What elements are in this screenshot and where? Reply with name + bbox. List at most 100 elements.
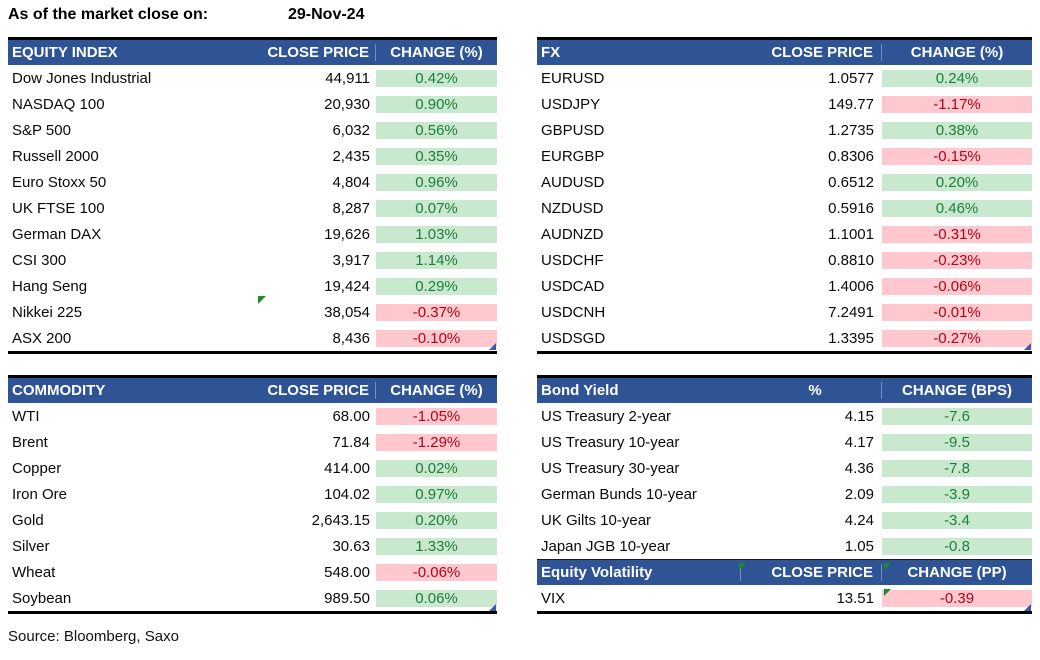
change-value: -0.10%: [376, 329, 497, 347]
instrument-name: S&P 500: [12, 121, 71, 139]
yield-value: 4.17: [844, 433, 874, 451]
table-row: Russell 2000 2,435 0.35%: [8, 143, 497, 169]
change-value: 0.35%: [376, 147, 497, 165]
instrument-name: NZDUSD: [541, 199, 604, 217]
change-value: 1.33%: [376, 537, 497, 555]
corner-handle-icon: [1024, 343, 1031, 350]
instrument-name: CSI 300: [12, 251, 67, 269]
change-value: -1.29%: [376, 433, 497, 451]
close-price-column-header: CLOSE PRICE: [740, 564, 881, 581]
change-value: -0.27%: [882, 329, 1032, 347]
change-value: 0.97%: [376, 485, 497, 503]
commodity-rows: WTI 68.00 -1.05% Brent 71.84 -1.29% Copp…: [8, 403, 497, 611]
instrument-name: US Treasury 2-year: [541, 407, 672, 425]
instrument-name: Nikkei 225: [12, 303, 83, 321]
table-row: Silver 30.63 1.33%: [8, 533, 497, 559]
table-row: Brent 71.84 -1.29%: [8, 429, 497, 455]
change-value: -3.9: [882, 485, 1032, 503]
bond-yield-title: Bond Yield: [541, 382, 619, 399]
instrument-name: Silver: [12, 537, 50, 555]
change-pct-column-header: CHANGE (%): [375, 44, 497, 61]
close-price-value: 38,054: [324, 303, 370, 321]
close-price-value: 2,643.15: [311, 511, 370, 529]
change-value: 1.14%: [376, 251, 497, 269]
close-price-value: 548.00: [324, 563, 370, 581]
change-value: -0.15%: [882, 147, 1032, 165]
close-price-value: 30.63: [332, 537, 370, 555]
close-price-value: 0.5916: [828, 199, 874, 217]
yield-value: 4.36: [844, 459, 874, 477]
table-row: Wheat 548.00 -0.06%: [8, 559, 497, 585]
close-price-value: 0.8306: [828, 147, 874, 165]
change-value: 0.46%: [882, 199, 1032, 217]
change-value: -0.31%: [882, 225, 1032, 243]
table-row: EURUSD 1.0577 0.24%: [537, 65, 1032, 91]
table-row: Euro Stoxx 50 4,804 0.96%: [8, 169, 497, 195]
table-row: US Treasury 30-year 4.36 -7.8: [537, 455, 1032, 481]
instrument-name: AUDUSD: [541, 173, 605, 191]
fx-header: FX CLOSE PRICE CHANGE (%): [537, 40, 1032, 65]
instrument-name: EURUSD: [541, 69, 605, 87]
close-price-column-header: CLOSE PRICE: [267, 44, 369, 61]
table-row: USDCNH 7.2491 -0.01%: [537, 299, 1032, 325]
change-value: 0.56%: [376, 121, 497, 139]
close-price-value: 6,032: [332, 121, 370, 139]
fx-title: FX: [541, 44, 561, 61]
yield-value: 1.05: [844, 537, 874, 555]
fx-rows: EURUSD 1.0577 0.24% USDJPY 149.77 -1.17%…: [537, 65, 1032, 351]
instrument-name: USDCHF: [541, 251, 604, 269]
close-price-value: 19,424: [324, 277, 370, 295]
change-value: -0.23%: [882, 251, 1032, 269]
instrument-name: EURGBP: [541, 147, 605, 165]
table-row: NZDUSD 0.5916 0.46%: [537, 195, 1032, 221]
instrument-name: ASX 200: [12, 329, 72, 347]
instrument-name: WTI: [12, 407, 40, 425]
change-value: -0.37%: [376, 303, 497, 321]
corner-handle-icon: [489, 343, 496, 350]
change-value: 1.03%: [376, 225, 497, 243]
table-row: Copper 414.00 0.02%: [8, 455, 497, 481]
change-value: -7.6: [882, 407, 1032, 425]
instrument-name: Wheat: [12, 563, 56, 581]
table-row: WTI 68.00 -1.05%: [8, 403, 497, 429]
change-value: -9.5: [882, 433, 1032, 451]
close-price-value: 1.1001: [828, 225, 874, 243]
table-row: German Bunds 10-year 2.09 -3.9: [537, 481, 1032, 507]
close-price-value: 8,287: [332, 199, 370, 217]
equity-volatility-title: Equity Volatility: [541, 564, 653, 581]
close-price-value: 4,804: [332, 173, 370, 191]
yield-value: 4.15: [844, 407, 874, 425]
close-price-value: 13.51: [836, 589, 874, 607]
change-value: 0.42%: [376, 69, 497, 87]
instrument-name: US Treasury 10-year: [541, 433, 680, 451]
change-value: -1.17%: [882, 95, 1032, 113]
percent-column-header: %: [808, 382, 822, 399]
table-row: US Treasury 10-year 4.17 -9.5: [537, 429, 1032, 455]
table-row: Dow Jones Industrial 44,911 0.42%: [8, 65, 497, 91]
instrument-name: US Treasury 30-year: [541, 459, 680, 477]
change-pct-column-header: CHANGE (%): [375, 382, 497, 399]
change-pct-column-header: CHANGE (%): [881, 44, 1032, 61]
close-price-value: 3,917: [332, 251, 370, 269]
equity-volatility-rows: VIX 13.51 -0.39: [537, 585, 1032, 611]
as-of-label: As of the market close on:: [8, 6, 209, 23]
equity-index-header: EQUITY INDEX CLOSE PRICE CHANGE (%): [8, 40, 497, 65]
table-row: NASDAQ 100 20,930 0.90%: [8, 91, 497, 117]
commodity-header: COMMODITY CLOSE PRICE CHANGE (%): [8, 378, 497, 403]
change-value: -0.39: [882, 589, 1032, 607]
bond-yield-header: Bond Yield % CHANGE (BPS): [537, 378, 1032, 403]
close-price-value: 149.77: [828, 95, 874, 113]
close-price-value: 71.84: [332, 433, 370, 451]
change-value: -0.01%: [882, 303, 1032, 321]
instrument-name: Russell 2000: [12, 147, 99, 165]
close-price-column-header: CLOSE PRICE: [771, 44, 873, 61]
commodity-title: COMMODITY: [12, 382, 106, 399]
instrument-name: Japan JGB 10-year: [541, 537, 671, 555]
change-value: -3.4: [882, 511, 1032, 529]
change-value: -0.06%: [376, 563, 497, 581]
instrument-name: Euro Stoxx 50: [12, 173, 107, 191]
change-value: 0.96%: [376, 173, 497, 191]
instrument-name: Iron Ore: [12, 485, 68, 503]
close-price-value: 1.4006: [828, 277, 874, 295]
instrument-name: AUDNZD: [541, 225, 604, 243]
